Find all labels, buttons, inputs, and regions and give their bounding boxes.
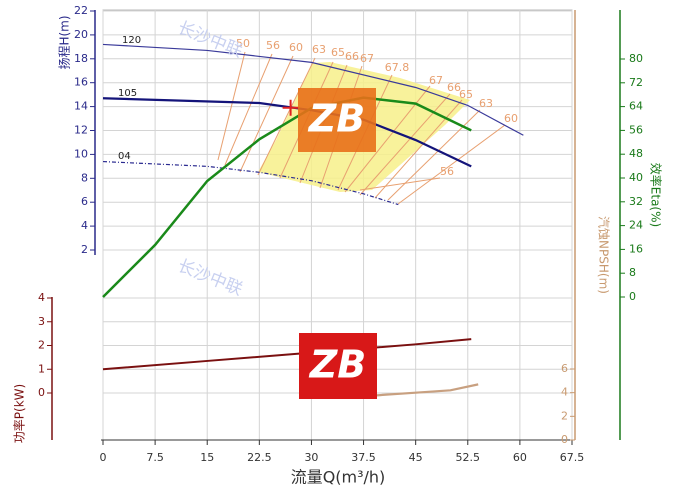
- iso-line: [257, 57, 316, 176]
- y3-tick-label: 4: [38, 291, 45, 304]
- y4-tick-label: 0: [561, 433, 568, 446]
- y2-tick-label: 40: [629, 171, 643, 184]
- y3-axis-label: 功率P(kW): [12, 384, 27, 443]
- iso-label: 67.8: [385, 61, 410, 74]
- iso-label: 67: [360, 52, 374, 65]
- iso-label: 56: [440, 165, 454, 178]
- x-axis-label: 流量Q(m³/h): [291, 468, 386, 487]
- y4-tick-label: 2: [561, 409, 568, 422]
- y-tick-label: 8: [81, 171, 88, 184]
- logo: ZB: [298, 88, 376, 152]
- curve: [363, 383, 479, 398]
- curve: [102, 96, 472, 298]
- x-tick-label: 7.5: [146, 451, 164, 464]
- x-tick-label: 37.5: [351, 451, 376, 464]
- axes: 0 7.5 15 22.5 30 37.5 45 52.5 60 67.5流量Q(m³/h)246…: [12, 4, 664, 487]
- logo: ZB: [299, 333, 377, 399]
- iso-line: [217, 51, 246, 161]
- iso-label: 66: [447, 81, 461, 94]
- y-tick-label: 2: [81, 243, 88, 256]
- y3-tick-label: 2: [38, 339, 45, 352]
- y-tick-label: 20: [74, 28, 88, 41]
- y2-tick-label: 0: [629, 290, 636, 303]
- iso-line: [397, 124, 506, 205]
- x-tick-label: 15: [200, 451, 214, 464]
- x-tick-label: 0: [100, 451, 107, 464]
- curve: [102, 160, 399, 206]
- y3-tick-label: 1: [38, 362, 45, 375]
- y2-axis-label: 效率Eta(%): [649, 163, 664, 227]
- iso-label: 50: [236, 37, 250, 50]
- iso-label: 60: [504, 112, 518, 125]
- x-tick-label: 60: [513, 451, 527, 464]
- y2-tick-label: 32: [629, 195, 643, 208]
- y3-tick-label: 3: [38, 315, 45, 328]
- logo-text: ZB: [308, 97, 366, 141]
- iso-label: 65: [331, 46, 345, 59]
- logo-box: [298, 88, 376, 152]
- y2-tick-label: 24: [629, 219, 643, 232]
- x-tick-label: 22.5: [247, 451, 272, 464]
- y-axis-label: 扬程H(m): [57, 15, 72, 69]
- y-tick-label: 6: [81, 195, 88, 208]
- y2-tick-label: 48: [629, 147, 643, 160]
- y2-tick-label: 56: [629, 123, 643, 136]
- y4-tick-label: 4: [561, 386, 568, 399]
- y3-tick-label: 0: [38, 386, 45, 399]
- iso-label: 66: [345, 50, 359, 63]
- y-tick-label: 14: [74, 100, 88, 113]
- x-tick-label: 45: [409, 451, 423, 464]
- x-tick-label: 52.5: [456, 451, 481, 464]
- iso-label: 63: [479, 97, 493, 110]
- curve: [102, 43, 524, 136]
- y-tick-label: 10: [74, 147, 88, 160]
- iso-line: [224, 53, 273, 166]
- logo-text: ZB: [309, 343, 367, 387]
- y4-axis-label: 汽蚀NPSH(m): [597, 216, 612, 294]
- x-tick-label: 67.5: [560, 451, 585, 464]
- iso-line: [239, 55, 294, 173]
- y-tick-label: 4: [81, 219, 88, 232]
- iso-line: [387, 109, 481, 201]
- y2-tick-label: 64: [629, 100, 643, 113]
- iso-line: [374, 99, 463, 199]
- iso-label: 60: [289, 41, 303, 54]
- curve-label: 105: [118, 88, 137, 99]
- iso-label: 63: [312, 43, 326, 56]
- y4-tick-label: 6: [561, 362, 568, 375]
- y-tick-label: 12: [74, 124, 88, 137]
- y2-tick-label: 72: [629, 76, 643, 89]
- y-tick-label: 22: [74, 4, 88, 17]
- y-tick-label: 18: [74, 52, 88, 65]
- y2-tick-label: 16: [629, 242, 643, 255]
- curve-label: 04: [118, 151, 131, 162]
- logo-box: [299, 333, 377, 399]
- iso-label: 65: [459, 88, 473, 101]
- y-tick-label: 16: [74, 76, 88, 89]
- y2-tick-label: 80: [629, 52, 643, 65]
- iso-label: 67: [429, 74, 443, 87]
- operating-point: [282, 99, 299, 116]
- iso-label: 56: [266, 39, 280, 52]
- y2-tick-label: 8: [629, 266, 636, 279]
- iso-line: [359, 177, 441, 191]
- x-tick-label: 30: [304, 451, 318, 464]
- curve-label: 120: [122, 35, 141, 46]
- iso-line: [359, 93, 451, 196]
